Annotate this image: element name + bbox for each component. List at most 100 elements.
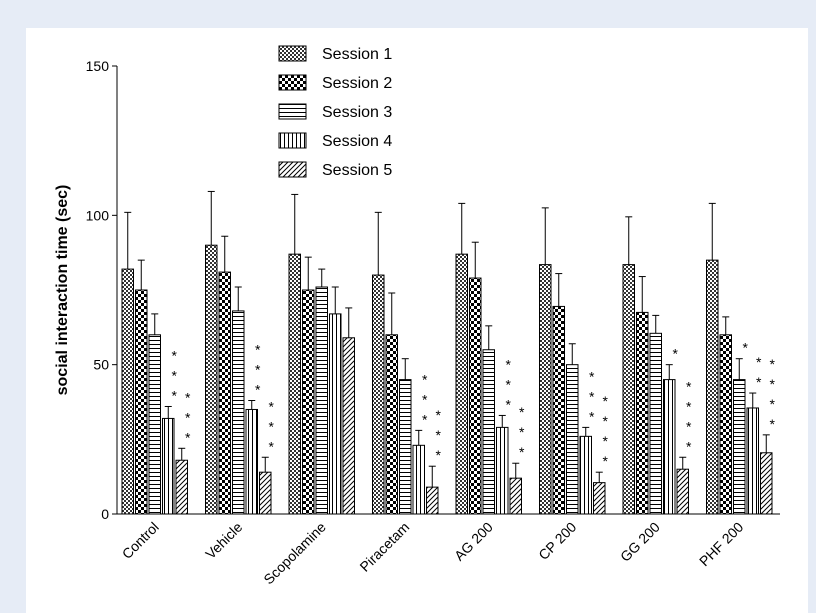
- significance-star: *: [686, 378, 692, 394]
- bar: [205, 244, 218, 515]
- significance-star: *: [172, 347, 178, 363]
- significance-star: *: [603, 433, 609, 449]
- y-tick-label: 0: [101, 506, 109, 522]
- x-tick-label: GG 200: [617, 519, 663, 565]
- significance-star: *: [436, 407, 442, 423]
- significance-star: *: [255, 382, 261, 398]
- significance-star: *: [436, 427, 442, 443]
- bar: [706, 259, 719, 515]
- bar: [552, 305, 565, 515]
- x-tick-label: Control: [119, 519, 162, 562]
- significance-star: *: [172, 387, 178, 403]
- bar: [288, 253, 301, 515]
- significance-star: *: [172, 367, 178, 383]
- chart-panel: [26, 28, 808, 613]
- bar: [315, 286, 328, 515]
- bar: [622, 264, 635, 515]
- x-tick-label: Piracetam: [356, 519, 412, 575]
- axes: 0 50 100 150: [86, 58, 780, 522]
- significance-star: *: [436, 447, 442, 463]
- y-tick-label: 150: [86, 58, 110, 74]
- bar: [412, 444, 425, 515]
- bar: [469, 277, 482, 515]
- significance-star: *: [185, 389, 191, 405]
- bar: [593, 482, 606, 515]
- significance-star: *: [422, 371, 428, 387]
- significance-star: *: [506, 356, 512, 372]
- category-labels: Control Vehicle Scopolamine Piracetam AG 200…: [119, 519, 747, 588]
- bar: [121, 268, 134, 515]
- x-tick-label: Scopolamine: [260, 519, 329, 588]
- bar: [676, 468, 689, 515]
- x-tick-label: AG 200: [451, 519, 496, 564]
- bar: [329, 313, 342, 515]
- bar: [385, 334, 398, 515]
- bar: [426, 486, 439, 515]
- significance-star: *: [422, 411, 428, 427]
- y-tick-label: 50: [93, 357, 109, 373]
- significance-star: *: [603, 453, 609, 469]
- bar: [760, 452, 773, 515]
- bar: [372, 274, 385, 515]
- bar: [719, 334, 732, 515]
- significance-star: *: [269, 418, 275, 434]
- significance-star: *: [255, 362, 261, 378]
- significance-star: *: [603, 413, 609, 429]
- legend-swatch: [278, 132, 307, 149]
- y-axis-label: social interaction time (sec): [54, 185, 71, 396]
- legend-label: Session 1: [322, 46, 392, 63]
- bar: [579, 435, 592, 515]
- significance-star: *: [506, 376, 512, 392]
- bar: [566, 364, 579, 515]
- significance-star: *: [770, 376, 776, 392]
- bar: [342, 337, 355, 515]
- significance-star: *: [589, 388, 595, 404]
- significance-star: *: [756, 374, 762, 390]
- bar: [135, 289, 148, 515]
- bar: [259, 471, 272, 515]
- significance-star: *: [269, 438, 275, 454]
- bar: [175, 459, 188, 515]
- significance-marks: * * * * * * * * * * * * * * * * * * * * * * * * * * * * * * * * * * * * * * * *…: [172, 340, 776, 469]
- legend-label: Session 5: [322, 162, 392, 179]
- x-tick-label: PHF 200: [696, 519, 747, 570]
- significance-star: *: [743, 340, 749, 356]
- significance-star: *: [185, 409, 191, 425]
- x-tick-label: CP 200: [535, 519, 579, 563]
- legend-swatch: [278, 103, 307, 120]
- significance-star: *: [506, 396, 512, 412]
- bar: [455, 253, 468, 515]
- bar: [663, 379, 676, 515]
- bar: [148, 334, 161, 515]
- legend: Session 1 Session 2 Session 3 Session 4 Sess…: [278, 45, 392, 179]
- bar: [232, 310, 245, 515]
- x-tick-label: Vehicle: [202, 519, 245, 562]
- bar: [649, 332, 662, 515]
- significance-star: *: [422, 391, 428, 407]
- legend-label: Session 4: [322, 133, 392, 150]
- significance-star: *: [185, 429, 191, 445]
- significance-star: *: [756, 354, 762, 370]
- legend-swatch: [278, 161, 307, 178]
- significance-star: *: [770, 356, 776, 372]
- significance-star: *: [589, 408, 595, 424]
- y-tick-label: 100: [86, 207, 110, 223]
- bar: [218, 271, 231, 515]
- bar: [509, 477, 522, 515]
- legend-swatch: [278, 45, 307, 62]
- bars: [121, 190, 773, 515]
- significance-star: *: [770, 416, 776, 432]
- significance-star: *: [519, 444, 525, 460]
- bar: [399, 379, 412, 515]
- bar: [245, 408, 258, 515]
- significance-star: *: [589, 368, 595, 384]
- significance-star: *: [686, 438, 692, 454]
- bar: [733, 379, 746, 515]
- bar: [746, 407, 759, 515]
- significance-star: *: [686, 398, 692, 414]
- significance-star: *: [603, 393, 609, 409]
- bar: [636, 311, 649, 515]
- significance-star: *: [519, 404, 525, 420]
- significance-star: *: [269, 398, 275, 414]
